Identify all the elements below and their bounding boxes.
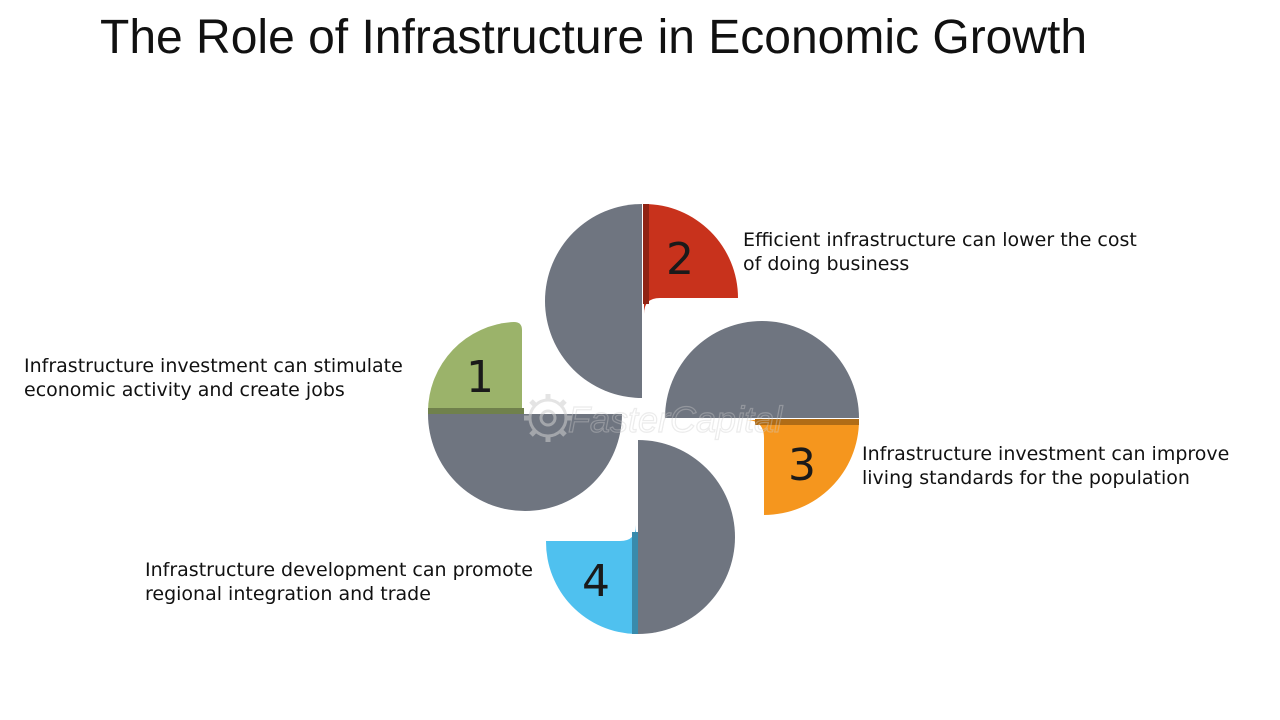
blade-2-colored-quarter — [644, 204, 738, 314]
blade-3 — [665, 321, 859, 515]
blade-3-edge — [755, 419, 859, 425]
item-2-caption-line2: of doing business — [743, 253, 910, 275]
page-title: The Role of Infrastructure in Economic G… — [100, 11, 1088, 64]
item-2-number: 2 — [666, 234, 694, 285]
watermark: FasterCapital — [524, 394, 784, 442]
blade-4-edge — [632, 532, 638, 634]
blade-4-colored-quarter — [545, 525, 636, 634]
item-1-caption-line1: Infrastructure investment can stimulate — [24, 355, 403, 377]
blade-1-gray-half — [428, 414, 622, 511]
item-2-caption-line1: Efficient infrastructure can lower the c… — [743, 229, 1137, 251]
item-3-number: 3 — [788, 440, 816, 491]
blade-2-gray-half — [545, 204, 642, 398]
blade-1 — [427, 322, 622, 511]
item-1-number: 1 — [466, 352, 494, 403]
blade-4 — [545, 440, 735, 634]
blade-4-gray-half — [638, 440, 735, 634]
item-1-caption-line2: economic activity and create jobs — [24, 379, 345, 401]
item-4-caption-line1: Infrastructure development can promote — [145, 559, 533, 581]
item-4-caption-line2: regional integration and trade — [145, 583, 431, 605]
blade-1-edge — [428, 408, 524, 414]
item-1-caption: Infrastructure investment can stimulate … — [24, 354, 403, 402]
blade-3-gray-half — [665, 321, 859, 418]
item-3-caption-line1: Infrastructure investment can improve — [862, 443, 1230, 465]
item-3-caption-line2: living standards for the population — [862, 467, 1190, 489]
item-2-caption: Efficient infrastructure can lower the c… — [743, 228, 1137, 276]
blade-2 — [545, 204, 738, 398]
blade-2-edge — [643, 204, 649, 304]
item-4-caption: Infrastructure development can promote r… — [145, 558, 533, 606]
blade-1-colored-quarter — [427, 322, 522, 412]
blade-3-colored-quarter — [746, 420, 859, 515]
watermark-text: FasterCapital — [568, 399, 783, 440]
gear-icon — [524, 394, 572, 442]
item-3-caption: Infrastructure investment can improve li… — [862, 442, 1229, 490]
item-4-number: 4 — [582, 556, 610, 607]
